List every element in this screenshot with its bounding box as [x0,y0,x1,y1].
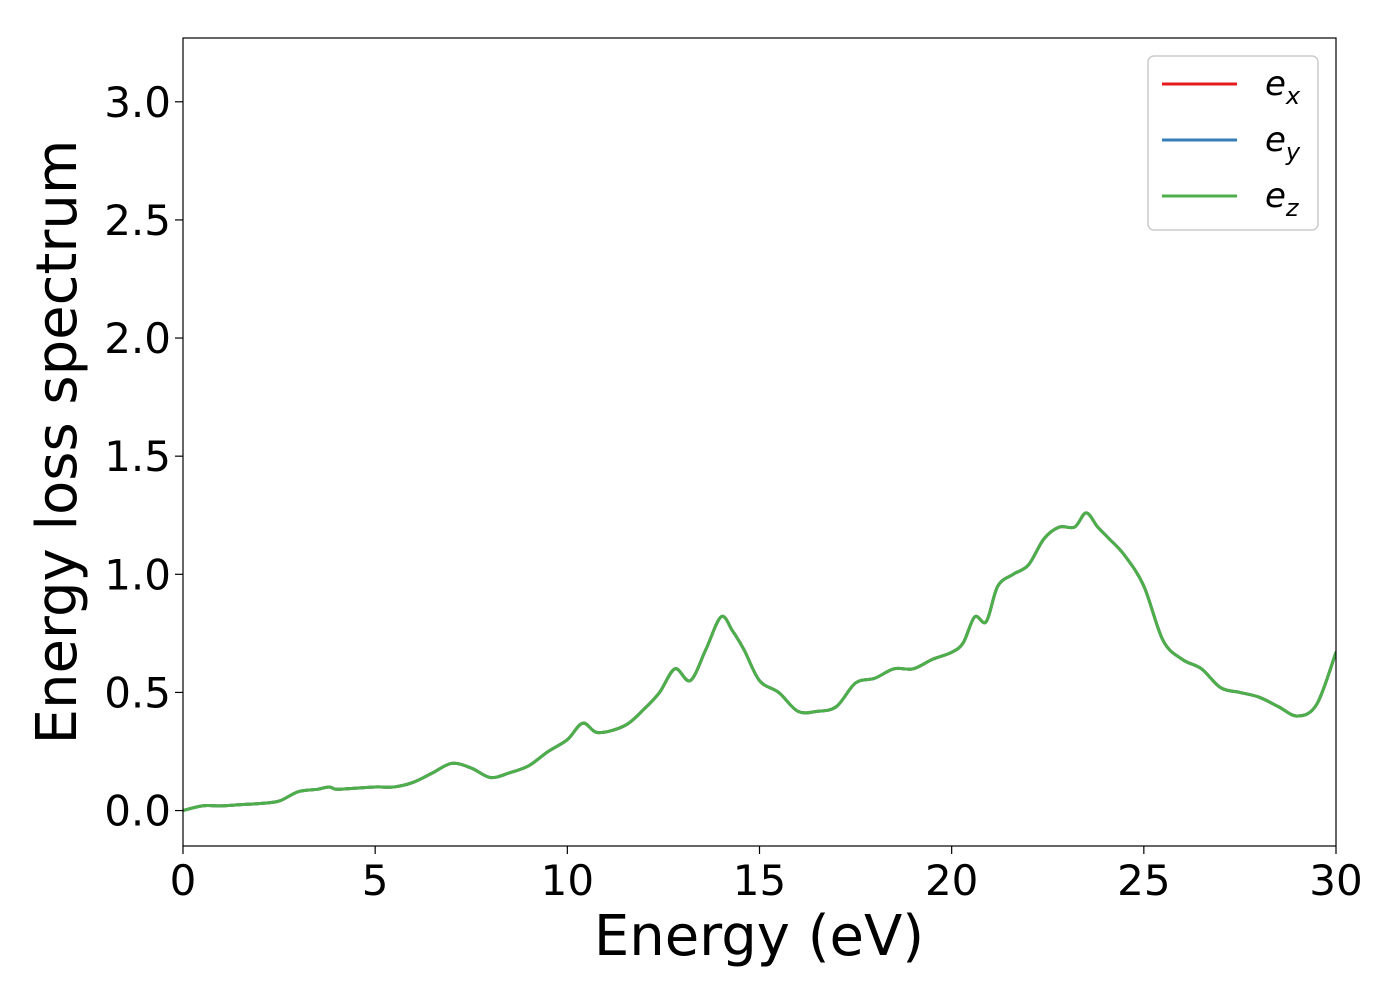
x-tick-label: 5 [362,856,389,905]
legend-box [1147,55,1319,231]
legend-label-subscript: y [1285,138,1301,166]
legend-label-subscript: z [1285,194,1300,222]
y-axis-ticks: 0.0 0.5 1.0 1.5 2.0 2.5 3.0 [104,78,183,836]
y-tick-label: 0.0 [104,787,171,836]
legend-label-base: e [1265,64,1286,104]
x-axis-label: Energy (eV) [594,904,924,969]
x-tick-label: 0 [170,856,197,905]
series-lines [183,511,1336,813]
x-tick-label: 15 [733,856,786,905]
y-tick-label: 1.5 [104,432,171,481]
legend-label-y: ey [1265,120,1301,166]
legend-label-subscript: x [1285,82,1301,110]
legend-label-x: ex [1265,64,1301,110]
plot-area [182,37,1337,847]
y-tick-label: 3.0 [104,78,171,127]
legend-label-base: e [1265,176,1286,216]
y-tick-label: 1.0 [104,550,171,599]
x-tick-label: 25 [1117,856,1170,905]
y-tick-label: 2.0 [104,314,171,363]
legend-label-base: e [1265,120,1286,160]
x-tick-label: 10 [541,856,594,905]
y-tick-label: 2.5 [104,196,171,245]
series-line-z [183,511,1336,813]
y-tick-label: 0.5 [104,668,171,717]
y-axis-label: Energy loss spectrum [25,140,90,745]
x-tick-label: 20 [925,856,978,905]
legend-label-z: ez [1265,176,1300,222]
x-tick-label: 30 [1309,856,1362,905]
x-axis-ticks: 0 5 10 15 20 25 30 [170,846,1363,905]
